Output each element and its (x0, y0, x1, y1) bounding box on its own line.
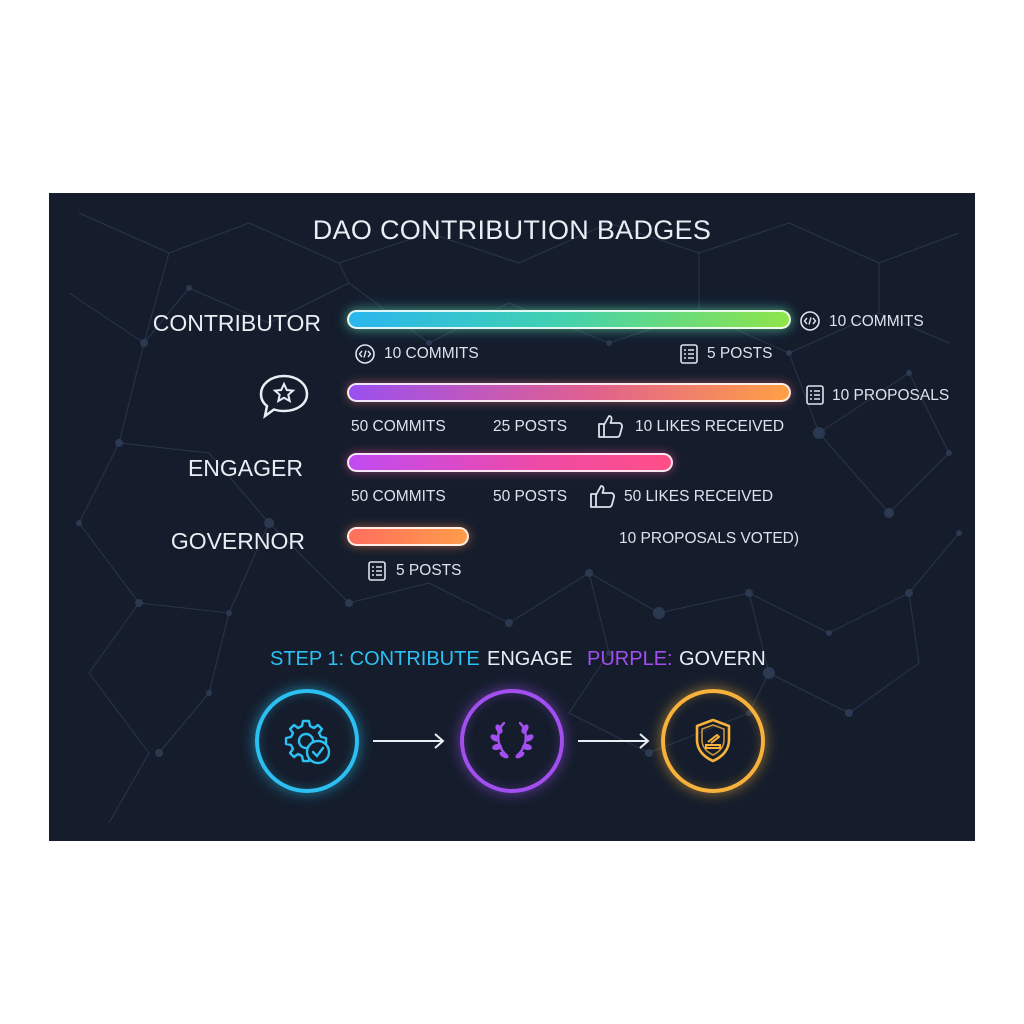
code-icon (355, 344, 375, 364)
row2-stat-likes: 10 LIKES RECEIVED (635, 418, 785, 435)
thumbs-up-icon (590, 485, 615, 508)
engager-stat-likes: 50 LIKES RECEIVED (624, 488, 774, 505)
contributor-stat-commits: 10 COMMITS (384, 345, 479, 362)
step-contribute-circle (255, 689, 359, 793)
badge-name-governor: GOVERNOR (170, 528, 305, 554)
shield-ballot-icon (695, 718, 731, 763)
badges-panel: DAO CONTRIBUTION BADGES CONTRIBUTOR 10 C… (49, 193, 975, 841)
row2-stat-posts: 25 POSTS (493, 418, 568, 435)
contributor-stat-posts: 5 POSTS (707, 345, 773, 362)
step-caption-contribute: STEP 1: CONTRIBUTE (270, 648, 480, 670)
arrow-right-icon (373, 733, 445, 749)
engager-stat-posts: 50 POSTS (493, 488, 568, 505)
arrow-right-icon (578, 733, 650, 749)
badge-name-engager: ENGAGER (187, 455, 303, 481)
chart-title: DAO CONTRIBUTION BADGES (312, 215, 712, 245)
network-background (68, 212, 962, 824)
governor-stat-posts: 5 POSTS (396, 562, 462, 579)
document-icon (368, 561, 386, 581)
document-icon (806, 385, 824, 405)
step-caption-govern: GOVERN (679, 648, 766, 670)
engager-stat-commits: 50 COMMITS (351, 488, 446, 505)
governor-right-label: 10 PROPOSALS VOTED) (619, 530, 800, 547)
step-govern-circle (661, 689, 765, 793)
gear-check-icon (284, 719, 331, 765)
step-caption-engage: ENGAGE (487, 648, 573, 670)
step-caption-purple: PURPLE: (587, 648, 673, 670)
row2-stat-commits: 50 COMMITS (351, 418, 446, 435)
badge-bar-contributor (347, 310, 791, 329)
document-icon (680, 344, 698, 364)
laurel-wreath-icon (490, 721, 534, 759)
badge-bar-proposals (347, 383, 791, 402)
thumbs-up-icon (598, 415, 623, 438)
contributor-right-label: 10 COMMITS (829, 313, 924, 330)
row2-right-label: 10 PROPOSALS (832, 387, 950, 404)
badge-bar-governor (347, 527, 469, 546)
chat-star-icon (259, 374, 309, 419)
badge-bar-engager (347, 453, 673, 472)
code-icon (800, 311, 820, 331)
step-engage-circle (460, 689, 564, 793)
badge-name-contributor: CONTRIBUTOR (152, 310, 321, 336)
